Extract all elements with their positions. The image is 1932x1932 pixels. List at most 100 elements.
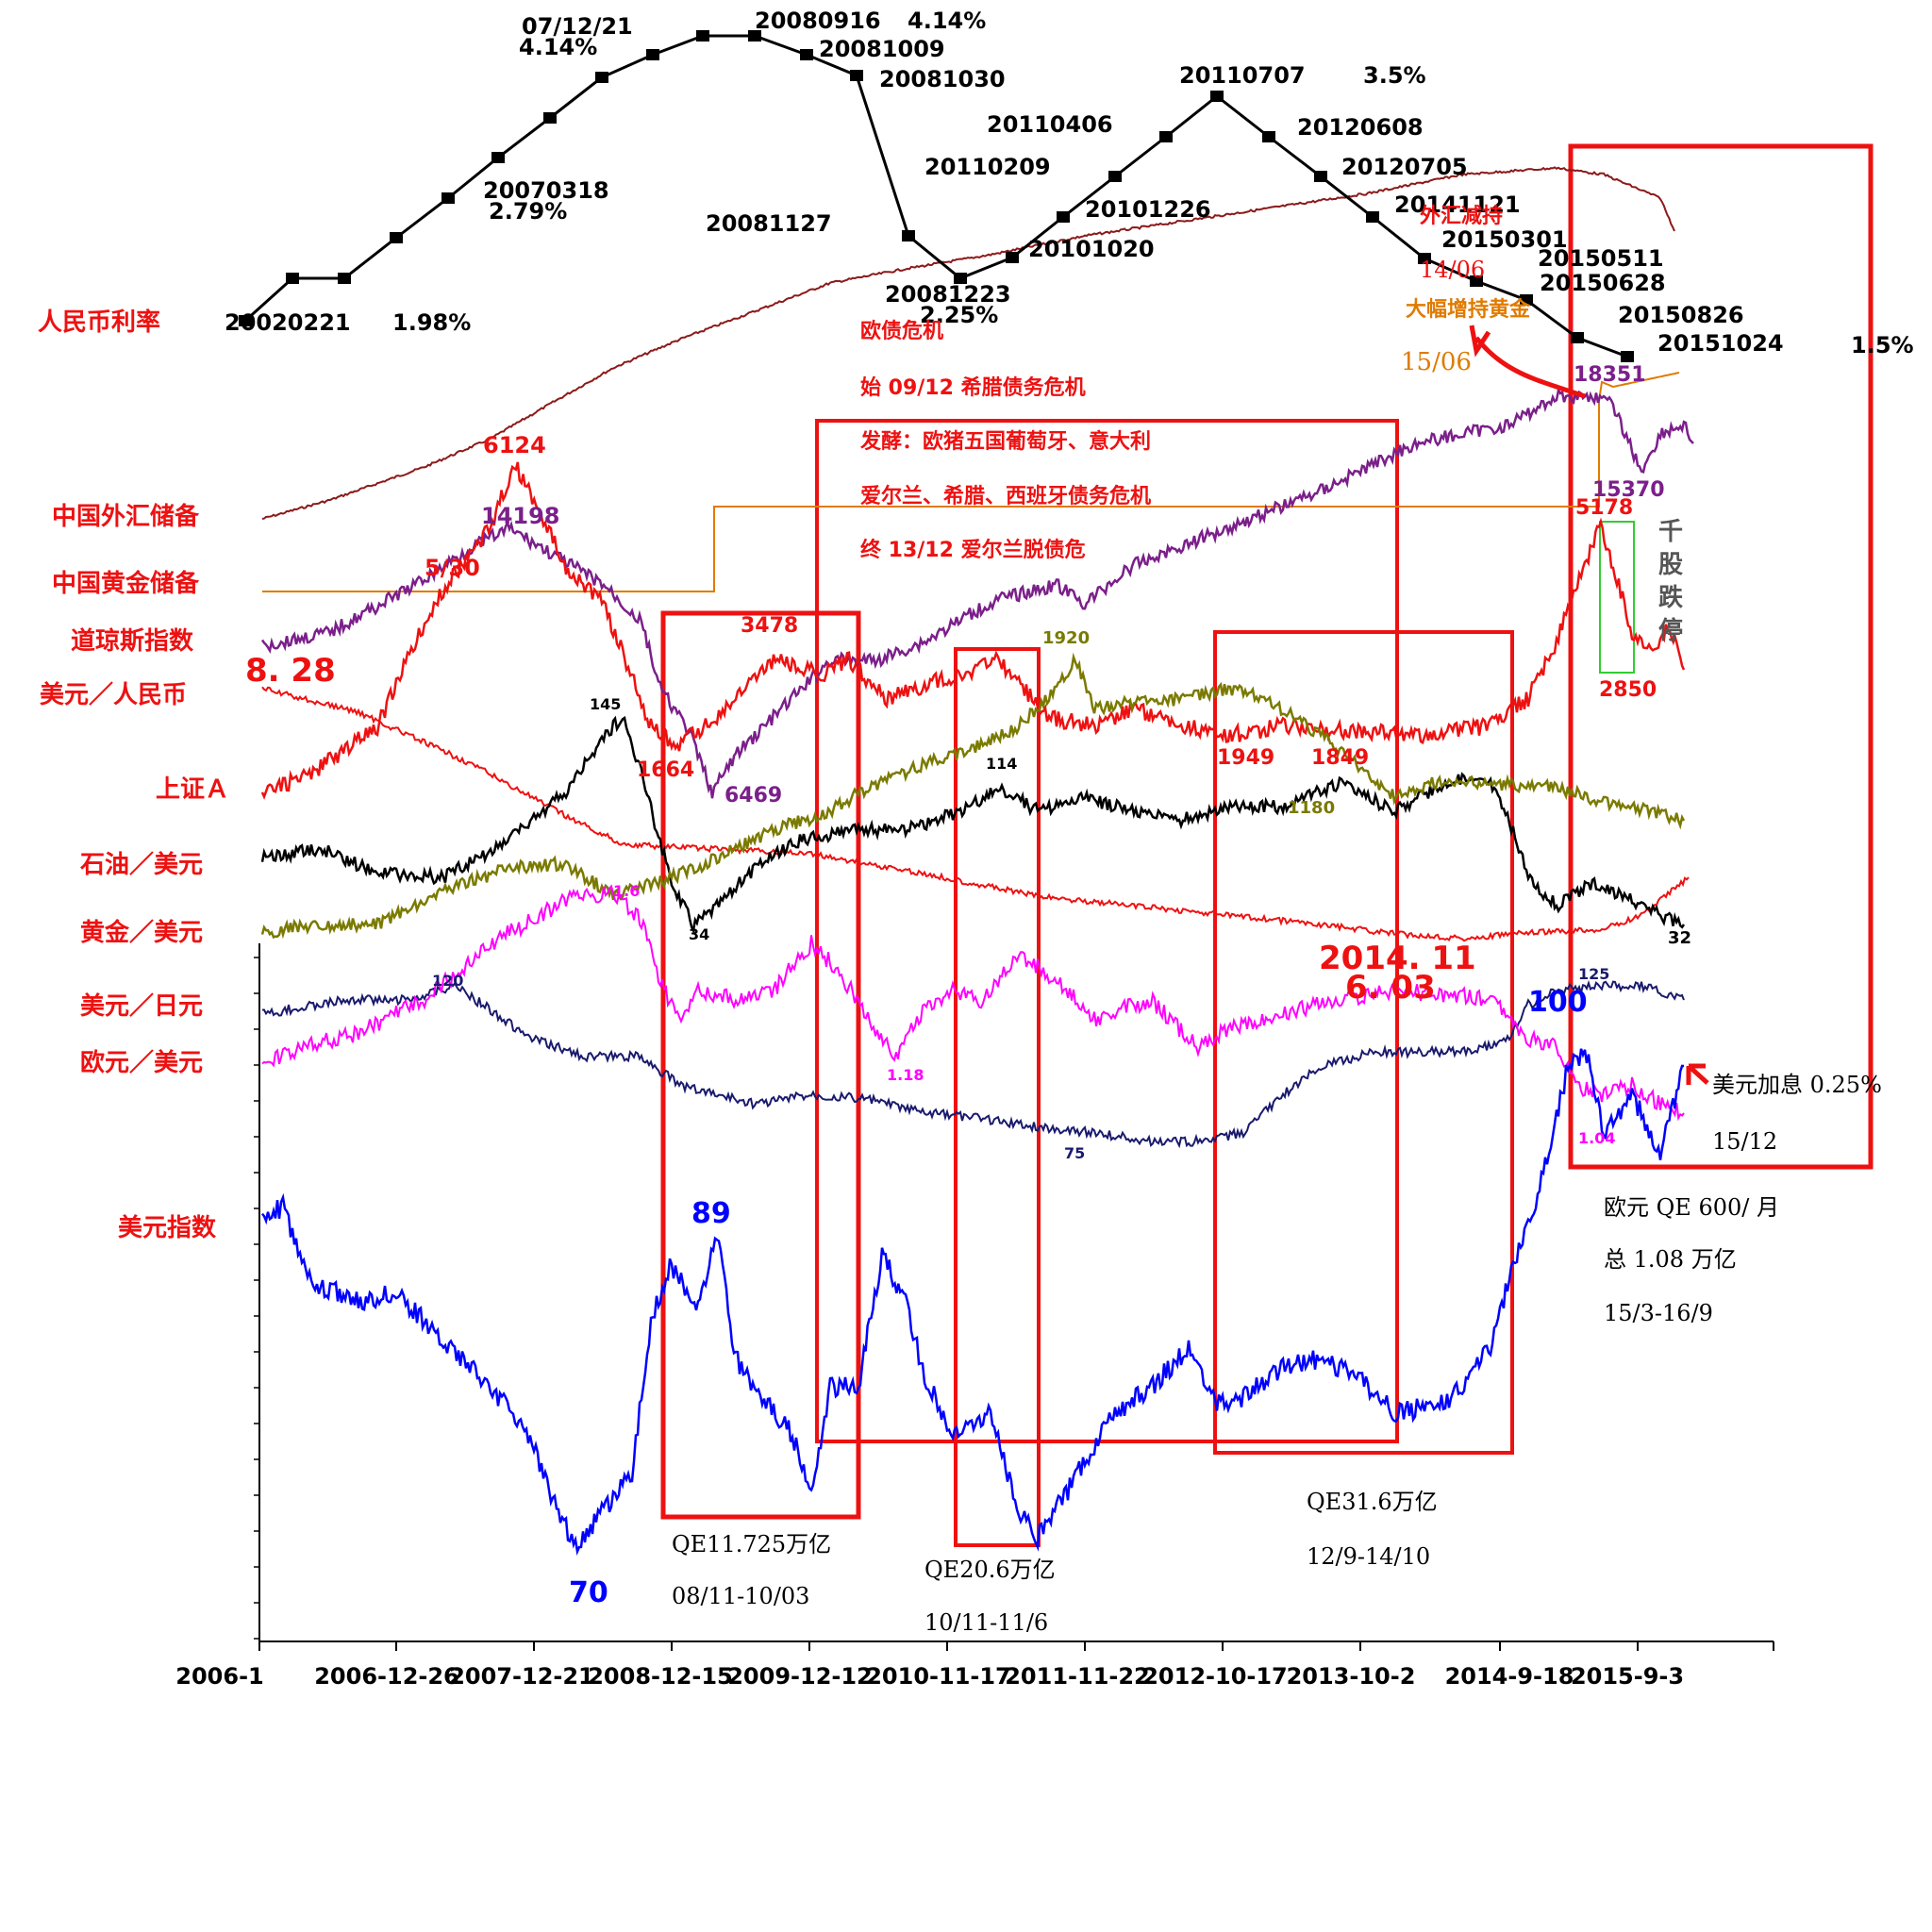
annotation-usdcny-2014: 2014. 11 <box>1319 940 1476 977</box>
annotation-dxy-100: 100 <box>1528 986 1588 1019</box>
rate-date-label: 20081030 <box>879 66 1006 92</box>
reserve-line <box>261 166 1675 520</box>
limit-down-char: 跌 <box>1658 584 1683 612</box>
fx-reduce-arrow <box>1474 336 1586 399</box>
x-tick-label: 2013-10-2 <box>1287 1663 1416 1690</box>
rate-marker <box>441 192 455 204</box>
limit-down-char: 千 <box>1658 518 1683 546</box>
fed-hike-date: 15/12 <box>1712 1128 1777 1155</box>
annotation-shanghai-1849: 1849 <box>1311 746 1369 770</box>
row-label: 欧元／美元 <box>80 1048 203 1077</box>
annotation-eurusd-16: 1.6 <box>613 882 640 900</box>
rate-line <box>243 34 1628 358</box>
rate-marker <box>1571 332 1584 343</box>
rate-marker <box>696 30 709 42</box>
qe3-label: QE31.6万亿 <box>1307 1489 1438 1515</box>
qe1-label: QE11.725万亿 <box>672 1531 831 1557</box>
rate-marker <box>1159 131 1173 142</box>
rate-marker <box>954 273 967 284</box>
rate-date-label: 07/12/21 <box>522 13 633 40</box>
row-label: 中国黄金储备 <box>52 569 200 598</box>
qe2-box <box>954 647 1041 1547</box>
rate-marker <box>1314 171 1327 182</box>
arrow-head <box>1469 325 1491 358</box>
gold-increase-date: 15/06 <box>1401 348 1472 376</box>
annotation-usdcny-603: 6. 03 <box>1345 969 1436 1007</box>
series-lines <box>260 166 1694 1557</box>
x-tick-label: 2014-9-18 <box>1445 1663 1574 1690</box>
row-label: 人民币利率 <box>38 308 160 337</box>
row-label: 美元／人民币 <box>40 680 187 709</box>
rate-step-line: 20020221 1.98%200703182.79%07/12/214.14%2… <box>225 8 1914 362</box>
annotation-shanghai-peak: 6124 <box>483 432 546 458</box>
rate-marker <box>338 273 351 284</box>
qe3-box <box>1213 630 1514 1455</box>
annotation-oil-34: 34 <box>689 925 709 943</box>
x-tick-label: 2010-11-17 <box>866 1663 1011 1690</box>
row-label: 黄金／美元 <box>80 918 203 947</box>
rate-marker <box>1621 351 1634 362</box>
x-tick-label: 2008-12-15 <box>588 1663 733 1690</box>
rate-date-label: 20101226 <box>1085 196 1211 223</box>
rate-date-label: 20020221 <box>225 309 351 336</box>
rate-value-label: 3.5% <box>1363 62 1426 89</box>
rate-marker <box>1006 252 1019 263</box>
rate-date-label: 20110406 <box>987 111 1113 138</box>
annotation-shanghai-1949: 1949 <box>1217 746 1274 770</box>
rate-date-label: 20080916 <box>755 8 881 34</box>
rate-value-label: 2.79% <box>489 198 567 225</box>
annotation-usdcny-start: 8. 28 <box>245 652 336 690</box>
qe2-label: QE20.6万亿 <box>924 1557 1056 1583</box>
qe-period-boxes <box>660 143 1874 1547</box>
rate-date-label: 20081009 <box>819 36 945 62</box>
rate-date-label: 20120705 <box>1341 154 1468 180</box>
annotation-oil-32: 32 <box>1668 928 1691 948</box>
ecb-qe-line2: 总 1.08 万亿 <box>1604 1246 1737 1273</box>
limit-down-char: 股 <box>1658 551 1683 579</box>
annotation-dxy-89: 89 <box>691 1197 731 1230</box>
shanghai-line <box>260 461 1686 800</box>
annotation-shanghai-5178: 5178 <box>1575 496 1633 520</box>
rate-marker <box>1366 211 1379 223</box>
annotation-eurusd-104: 1.04 <box>1578 1129 1615 1147</box>
rate-date-label: 20101020 <box>1028 236 1155 262</box>
qe2-date: 10/11-11/6 <box>924 1609 1048 1636</box>
euro-crisis-title: 欧债危机 <box>860 319 943 343</box>
rate-marker <box>239 315 252 326</box>
rate-date-label: 20150301 <box>1441 226 1568 253</box>
rate-value-label: 1.98% <box>392 309 471 336</box>
rate-marker <box>595 72 608 83</box>
annotation-usdjpy-125: 125 <box>1578 965 1609 983</box>
rate-value-label: 4.14% <box>519 34 597 60</box>
rate-marker <box>543 112 557 124</box>
row-label: 石油／美元 <box>79 850 203 879</box>
gold-line <box>260 652 1686 940</box>
rate-marker <box>1418 253 1431 264</box>
qe1-date: 08/11-10/03 <box>672 1583 809 1609</box>
x-tick-label: 2011-11-22 <box>1005 1663 1150 1690</box>
limit-down-box <box>1599 521 1635 674</box>
row-label: 美元／日元 <box>80 991 203 1021</box>
row-label: 中国外汇储备 <box>52 502 200 531</box>
annotation-usdjpy-75: 75 <box>1064 1144 1085 1162</box>
euro-crisis-line3: 爱尔兰、希腊、西班牙债务危机 <box>860 484 1151 508</box>
annotation-shanghai-low: 1664 <box>637 758 694 782</box>
eurusd-line <box>261 884 1685 1122</box>
annotations: 6124 5/30 1664 3478 1949 1849 5178 2850 14198 646… <box>245 204 1882 1636</box>
rate-marker <box>390 232 403 243</box>
annotation-dow-18351: 18351 <box>1574 363 1646 387</box>
rate-marker <box>1520 294 1533 306</box>
annotation-oil-145: 145 <box>590 695 621 713</box>
annotation-shanghai-2850: 2850 <box>1599 678 1657 702</box>
row-label: 道琼斯指数 <box>71 626 194 656</box>
x-tick-label: 2012-10-17 <box>1142 1663 1288 1690</box>
rate-marker <box>286 273 299 284</box>
dxy-line <box>261 1048 1685 1557</box>
qe1-box <box>660 610 861 1520</box>
ecb-qe-line3: 15/3-16/9 <box>1604 1300 1713 1326</box>
annotation-shanghai-530: 5/30 <box>425 555 480 581</box>
gold-reserve-line <box>262 372 1680 592</box>
recent-box <box>1568 143 1874 1170</box>
gold-increase-label: 大幅增持黄金 <box>1406 297 1531 322</box>
